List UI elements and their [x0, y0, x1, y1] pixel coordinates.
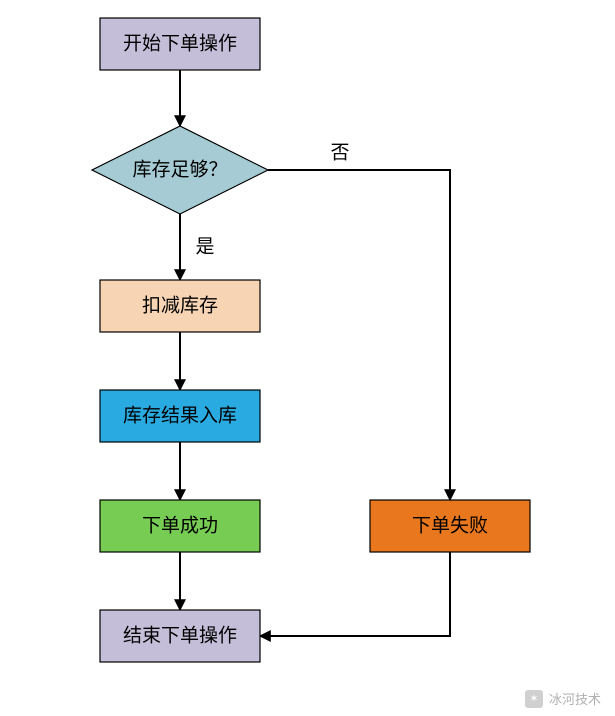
edge-label-是: 是: [195, 236, 214, 257]
node-fail: 下单失败: [370, 500, 530, 552]
node-label-start: 开始下单操作: [123, 33, 237, 55]
node-success: 下单成功: [100, 500, 260, 552]
flowchart-canvas: 是 否 开始下单操作库存足够？ 扣减库存库存结果入库下单成功 下单失败结束下单操作: [0, 0, 615, 716]
node-start: 开始下单操作: [100, 18, 260, 70]
node-end: 结束下单操作: [100, 610, 260, 662]
edge-cond-fail: [268, 170, 450, 500]
node-label-end: 结束下单操作: [123, 625, 237, 647]
node-cond: 库存足够？: [92, 126, 268, 214]
node-label-store: 库存结果入库: [123, 405, 237, 427]
node-deduct: 扣减库存: [100, 280, 260, 332]
node-label-deduct: 扣减库存: [142, 295, 218, 317]
wechat-icon: ✶: [525, 690, 543, 708]
node-label-cond: 库存足够？: [132, 159, 227, 181]
watermark: ✶ 冰河技术: [525, 689, 601, 708]
watermark-text: 冰河技术: [549, 689, 601, 708]
node-label-fail: 下单失败: [412, 515, 488, 537]
edge-label-否: 否: [330, 142, 349, 163]
node-store: 库存结果入库: [100, 390, 260, 442]
nodes-group: 开始下单操作库存足够？ 扣减库存库存结果入库下单成功 下单失败结束下单操作: [92, 18, 530, 662]
node-label-success: 下单成功: [142, 515, 218, 537]
edge-fail-end: [260, 552, 450, 636]
